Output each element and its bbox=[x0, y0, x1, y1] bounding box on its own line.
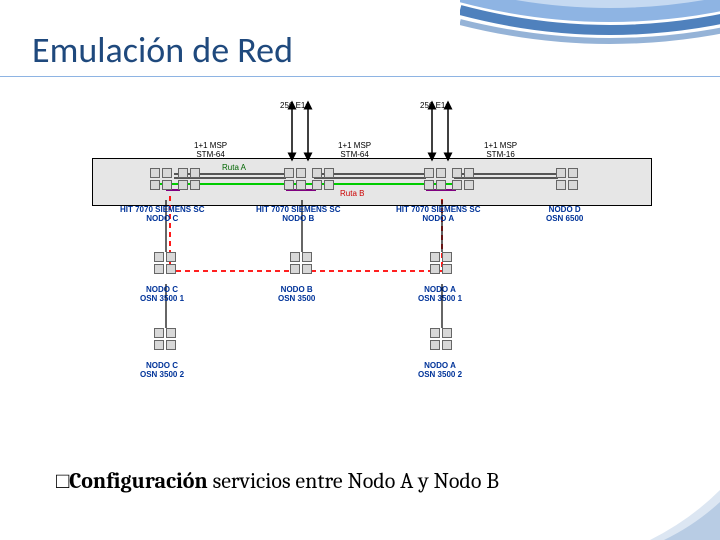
device-top-d bbox=[556, 168, 582, 198]
device-top-b-r bbox=[312, 168, 338, 198]
label-mid-c: NODO COSN 3500 1 bbox=[140, 286, 184, 304]
device-top-b-l bbox=[284, 168, 310, 198]
label-ruta-a: Ruta A bbox=[222, 164, 246, 173]
label-ruta-b: Ruta B bbox=[340, 190, 364, 199]
header-curve-decoration bbox=[460, 0, 720, 80]
label-msp-a: 1+1 MSPSTM-16 bbox=[484, 142, 517, 160]
device-top-c-l bbox=[150, 168, 176, 198]
device-mid-a bbox=[430, 252, 456, 282]
caption-bold: Configuración bbox=[69, 468, 207, 494]
label-top-d: NODO DOSN 6500 bbox=[546, 206, 583, 224]
label-mid-a: NODO AOSN 3500 1 bbox=[418, 286, 462, 304]
device-bot-c bbox=[154, 328, 180, 358]
label-bot-c: NODO COSN 3500 2 bbox=[140, 362, 184, 380]
label-mid-b: NODO BOSN 3500 bbox=[278, 286, 315, 304]
page-corner-decoration bbox=[640, 480, 720, 540]
device-bot-a bbox=[430, 328, 456, 358]
device-mid-b bbox=[290, 252, 316, 282]
title-underline bbox=[0, 76, 720, 77]
caption-rest: servicios entre Nodo A y Nodo B bbox=[208, 468, 499, 494]
device-top-c-r bbox=[178, 168, 204, 198]
device-top-a-l bbox=[424, 168, 450, 198]
bullet-icon: □ bbox=[56, 468, 69, 494]
slide-title: Emulación de Red bbox=[32, 28, 293, 72]
device-mid-c bbox=[154, 252, 180, 282]
label-top-b: HIT 7070 SIEMENS SCNODO B bbox=[256, 206, 340, 224]
device-top-a-r bbox=[452, 168, 478, 198]
slide-caption: □Configuración servicios entre Nodo A y … bbox=[56, 468, 499, 494]
label-bot-a: NODO AOSN 3500 2 bbox=[418, 362, 462, 380]
label-256e1s-2: 256 E1s bbox=[420, 102, 449, 111]
label-top-c: HIT 7070 SIEMENS SCNODO C bbox=[120, 206, 204, 224]
label-top-a: HIT 7070 SIEMENS SCNODO A bbox=[396, 206, 480, 224]
label-256e1s-1: 256 E1s bbox=[280, 102, 309, 111]
network-diagram: 256 E1s 256 E1s 1+1 MSPSTM-64 1+1 MSPSTM… bbox=[92, 96, 652, 396]
label-msp-b: 1+1 MSPSTM-64 bbox=[338, 142, 371, 160]
label-msp-c: 1+1 MSPSTM-64 bbox=[194, 142, 227, 160]
